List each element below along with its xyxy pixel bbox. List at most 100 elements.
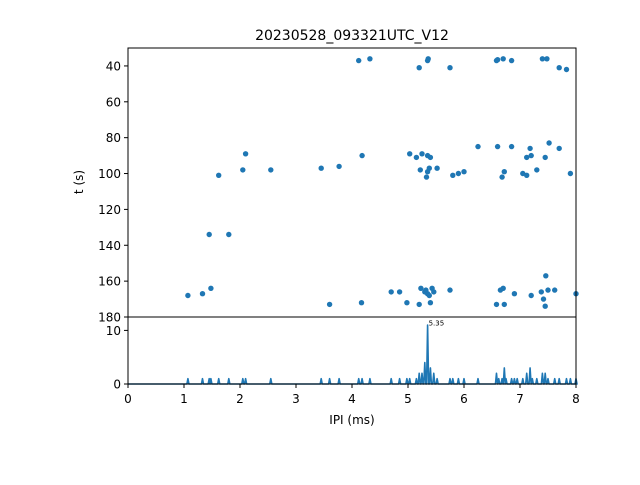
scatter-point [199, 291, 206, 297]
scatter-point [356, 57, 362, 64]
scatter-point [543, 273, 549, 279]
scatter-point [556, 65, 562, 71]
scatter-point [494, 57, 501, 63]
scatter-point [240, 167, 246, 173]
scatter-point [431, 289, 437, 295]
scatter-point [500, 56, 506, 62]
y-tick-label: 100 [98, 167, 121, 181]
y-tick-label: 180 [98, 311, 121, 325]
scatter-point [508, 143, 515, 150]
scatter-point [447, 65, 453, 71]
scatter-point [426, 292, 432, 299]
scatter-point [542, 303, 548, 309]
histogram-y-ticks: 0 10 [106, 324, 128, 392]
x-tick-label: 5 [404, 392, 412, 406]
chart-title: 20230528_093321UTC_V12 [255, 28, 449, 44]
peak-annotation: 5.35 [429, 320, 445, 328]
y-tick-label: 10 [106, 324, 121, 338]
x-tick-label: 6 [460, 392, 468, 406]
scatter-point [427, 300, 434, 306]
histogram-panel: 0 10 0 1 2 3 4 5 6 7 8 5.35 IPI (ms) [106, 316, 580, 427]
x-tick-label: 4 [348, 392, 356, 406]
scatter-point [185, 292, 191, 299]
scatter-point [538, 289, 544, 295]
scatter-point [544, 56, 550, 62]
scatter-point [242, 151, 249, 157]
scatter-point [388, 289, 394, 295]
x-tick-label: 0 [124, 392, 132, 406]
scatter-point [563, 66, 570, 73]
scatter-point [407, 151, 413, 157]
scatter-point [539, 56, 546, 62]
histogram-series [128, 324, 578, 385]
y-tick-label: 0 [113, 378, 121, 392]
scatter-point [358, 300, 365, 306]
scatter-point [404, 300, 410, 306]
histogram-x-label: IPI (ms) [329, 413, 374, 427]
scatter-point [524, 172, 530, 178]
x-tick-label: 3 [292, 392, 300, 406]
scatter-point [461, 169, 467, 175]
scatter-point [552, 287, 558, 293]
scatter-point [208, 285, 214, 291]
scatter-point [359, 152, 365, 159]
scatter-y-label: t (s) [72, 170, 86, 194]
scatter-point [511, 291, 518, 297]
y-tick-label: 120 [98, 203, 121, 217]
scatter-point [418, 285, 424, 291]
scatter-point [528, 152, 534, 159]
scatter-point [416, 65, 422, 71]
scatter-point [447, 287, 453, 293]
scatter-point [417, 167, 423, 173]
scatter-point [494, 143, 501, 150]
scatter-point [546, 140, 552, 146]
scatter-point [556, 145, 562, 152]
scatter-point [450, 172, 456, 178]
scatter-points [185, 56, 579, 309]
scatter-point [542, 154, 548, 161]
scatter-point [367, 56, 373, 62]
scatter-point [336, 163, 342, 170]
scatter-point [396, 289, 403, 295]
scatter-point [527, 145, 533, 152]
x-tick-label: 8 [572, 392, 580, 406]
y-tick-label: 40 [106, 59, 121, 73]
scatter-point [501, 169, 507, 175]
y-tick-label: 60 [106, 95, 121, 109]
scatter-point [216, 172, 222, 178]
scatter-point [426, 165, 432, 171]
scatter-point [524, 154, 530, 161]
scatter-point [493, 301, 500, 308]
x-tick-label: 2 [236, 392, 244, 406]
scatter-point [540, 296, 547, 302]
y-tick-label: 140 [98, 239, 121, 253]
scatter-point [567, 170, 574, 177]
scatter-point [416, 301, 422, 308]
scatter-point [268, 167, 274, 173]
scatter-point [499, 174, 505, 180]
scatter-point [427, 154, 434, 161]
scatter-point [206, 231, 212, 238]
histogram-line [128, 324, 578, 385]
scatter-point [413, 154, 420, 161]
scatter-point [528, 292, 534, 299]
peak-label: 5.35 [429, 320, 445, 328]
x-tick-label: 7 [516, 392, 524, 406]
histogram-x-ticks: 0 1 2 3 4 5 6 7 8 [124, 384, 580, 406]
x-tick-label: 1 [180, 392, 188, 406]
scatter-point [455, 170, 462, 177]
y-tick-label: 80 [106, 131, 121, 145]
scatter-point [475, 143, 481, 150]
scatter-point [534, 167, 540, 173]
scatter-point [508, 57, 515, 64]
scatter-point [500, 285, 506, 291]
scatter-point [434, 165, 440, 171]
y-tick-label: 160 [98, 275, 121, 289]
scatter-point [545, 287, 551, 293]
scatter-point [326, 301, 333, 308]
scatter-point [425, 56, 431, 62]
scatter-y-ticks: 40 60 80 100 120 140 160 180 [98, 59, 128, 325]
scatter-point [318, 165, 324, 171]
